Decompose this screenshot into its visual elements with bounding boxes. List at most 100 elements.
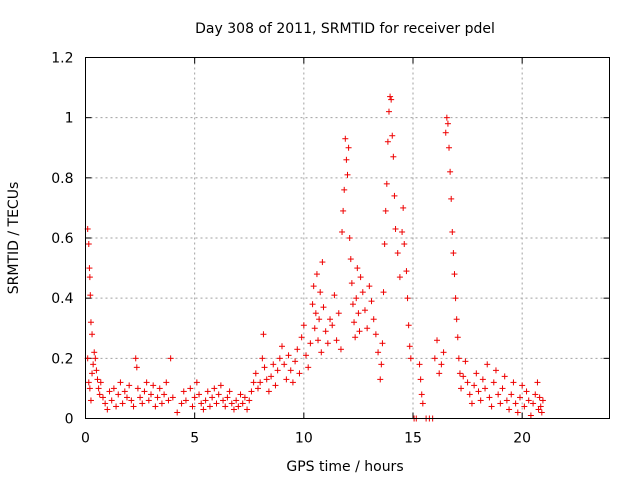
y-tick-label: 0 (65, 412, 74, 428)
data-point (287, 367, 294, 374)
data-point (438, 361, 445, 368)
data-point (354, 265, 361, 272)
data-point (115, 391, 122, 398)
data-point (396, 274, 403, 281)
data-point (193, 379, 200, 386)
data-point (384, 138, 391, 145)
data-point (492, 367, 499, 374)
data-point (506, 406, 513, 413)
data-point (359, 289, 366, 296)
data-point (311, 325, 318, 332)
data-point (380, 289, 387, 296)
data-point (536, 394, 543, 401)
data-point (379, 340, 386, 347)
data-point (537, 403, 544, 410)
data-point (244, 406, 251, 413)
data-points (84, 93, 546, 422)
data-point (324, 340, 331, 347)
data-point (348, 280, 355, 287)
data-point (391, 192, 398, 199)
data-point (239, 400, 246, 407)
data-point (400, 204, 407, 211)
data-point (246, 397, 253, 404)
data-point (466, 391, 473, 398)
data-point (254, 385, 261, 392)
data-point (475, 388, 482, 395)
data-point (535, 406, 542, 413)
data-point (285, 352, 292, 359)
data-point (313, 271, 320, 278)
data-point (378, 361, 385, 368)
data-point (260, 331, 267, 338)
data-point (366, 283, 373, 290)
data-point (233, 397, 240, 404)
data-point (178, 400, 185, 407)
data-point (473, 370, 480, 377)
data-point (525, 397, 532, 404)
data-point (339, 228, 346, 235)
data-point (268, 373, 275, 380)
data-point (250, 379, 257, 386)
data-point (235, 403, 242, 410)
chart-title: Day 308 of 2011, SRMTID for receiver pde… (195, 21, 495, 37)
data-point (117, 379, 124, 386)
y-tick-label: 0.6 (51, 231, 73, 247)
data-point (156, 385, 163, 392)
data-point (404, 295, 411, 302)
data-point (86, 265, 93, 272)
data-point (200, 406, 207, 413)
data-point (307, 340, 314, 347)
data-point (94, 376, 101, 383)
data-point (443, 114, 450, 121)
data-point (180, 388, 187, 395)
data-point (488, 403, 495, 410)
data-point (87, 292, 94, 299)
data-point (217, 382, 224, 389)
data-point (417, 376, 424, 383)
data-point (220, 397, 227, 404)
data-point (344, 171, 351, 178)
axis-ticks: 0 0.2 0.4 0.6 0.8 1 1.2 0 5 10 15 20 (51, 51, 610, 447)
data-point (361, 307, 368, 314)
data-point (456, 370, 463, 377)
data-point (134, 385, 141, 392)
data-point (388, 96, 395, 103)
y-tick-label: 1 (65, 111, 74, 127)
data-point (387, 93, 394, 100)
data-point (133, 364, 140, 371)
data-point (486, 394, 493, 401)
data-point (446, 144, 453, 151)
data-point (372, 331, 379, 338)
data-point (352, 334, 359, 341)
data-point (454, 334, 461, 341)
data-point (490, 379, 497, 386)
data-point (482, 385, 489, 392)
data-point (276, 355, 283, 362)
x-axis-label: GPS time / hours (286, 459, 403, 475)
data-point (92, 355, 99, 362)
data-point (198, 400, 205, 407)
data-point (477, 397, 484, 404)
data-point (318, 349, 325, 356)
data-point (327, 316, 334, 323)
data-point (85, 379, 92, 386)
data-point (516, 394, 523, 401)
data-point (248, 388, 255, 395)
data-point (394, 250, 401, 257)
data-point (335, 310, 342, 317)
data-point (174, 409, 181, 416)
data-point (452, 295, 459, 302)
data-point (113, 403, 120, 410)
data-point (399, 228, 406, 235)
data-point (401, 241, 408, 248)
data-point (353, 295, 360, 302)
data-point (272, 382, 279, 389)
data-point (419, 400, 426, 407)
data-point (121, 388, 128, 395)
data-point (224, 394, 231, 401)
x-tick-label: 0 (81, 431, 90, 447)
data-point (539, 397, 546, 404)
data-point (403, 268, 410, 275)
data-point (99, 394, 106, 401)
data-point (167, 355, 174, 362)
